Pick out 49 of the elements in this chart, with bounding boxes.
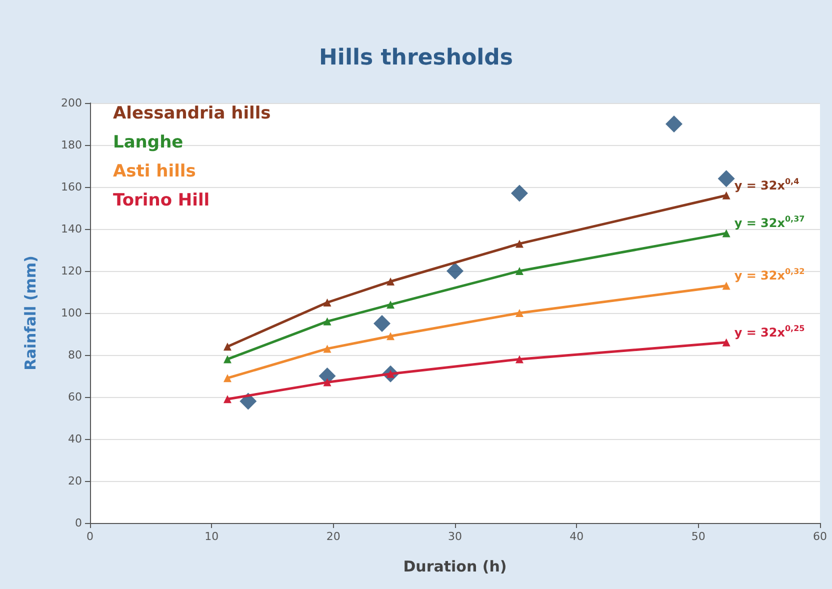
point xyxy=(515,240,524,248)
point xyxy=(323,298,332,306)
point xyxy=(722,229,730,238)
x-tick-label: 10 xyxy=(204,530,219,543)
y-tick-label: 40 xyxy=(68,432,82,446)
point xyxy=(386,332,395,340)
point xyxy=(323,344,332,353)
y-tick-label: 60 xyxy=(68,390,82,404)
y-tick-label: 200 xyxy=(61,96,82,110)
point xyxy=(374,315,390,332)
point xyxy=(386,300,395,309)
point xyxy=(323,317,332,326)
y-tick-label: 160 xyxy=(61,180,82,194)
point xyxy=(515,355,524,364)
point xyxy=(515,267,524,275)
y-tick-label: 80 xyxy=(68,348,82,362)
point xyxy=(718,170,735,188)
point xyxy=(722,191,730,200)
point xyxy=(223,342,232,351)
x-tick-label: 40 xyxy=(570,530,584,543)
x-tick-label: 20 xyxy=(326,530,340,543)
y-tick-label: 120 xyxy=(61,264,82,278)
point xyxy=(323,378,332,386)
x-tick-label: 0 xyxy=(86,530,94,543)
x-axis-title: Duration (h) xyxy=(403,558,507,576)
point xyxy=(515,309,524,317)
y-axis-title: Rainfall (mm) xyxy=(22,256,40,370)
point xyxy=(446,262,464,280)
point xyxy=(666,116,682,132)
text: Torino Hill xyxy=(113,190,210,210)
y-tick-label: 20 xyxy=(68,474,82,488)
point xyxy=(223,374,232,382)
point xyxy=(223,355,232,364)
y-tick-label: 100 xyxy=(61,306,82,320)
point xyxy=(223,395,232,404)
x-tick-label: 50 xyxy=(691,530,706,543)
text: Asti hills xyxy=(113,162,196,182)
point xyxy=(510,184,528,202)
point xyxy=(386,278,395,286)
x-tick-label: 30 xyxy=(448,530,462,543)
text: Langhe xyxy=(113,132,184,152)
y-tick-label: 140 xyxy=(61,222,82,236)
text: Alessandria hills xyxy=(113,104,271,124)
x-tick-label: 60 xyxy=(813,530,827,543)
y-tick-label: 0 xyxy=(75,516,82,530)
point xyxy=(722,338,730,346)
chart-title: Hills thresholds xyxy=(319,46,513,70)
point xyxy=(722,282,730,290)
y-tick-label: 180 xyxy=(61,138,82,152)
